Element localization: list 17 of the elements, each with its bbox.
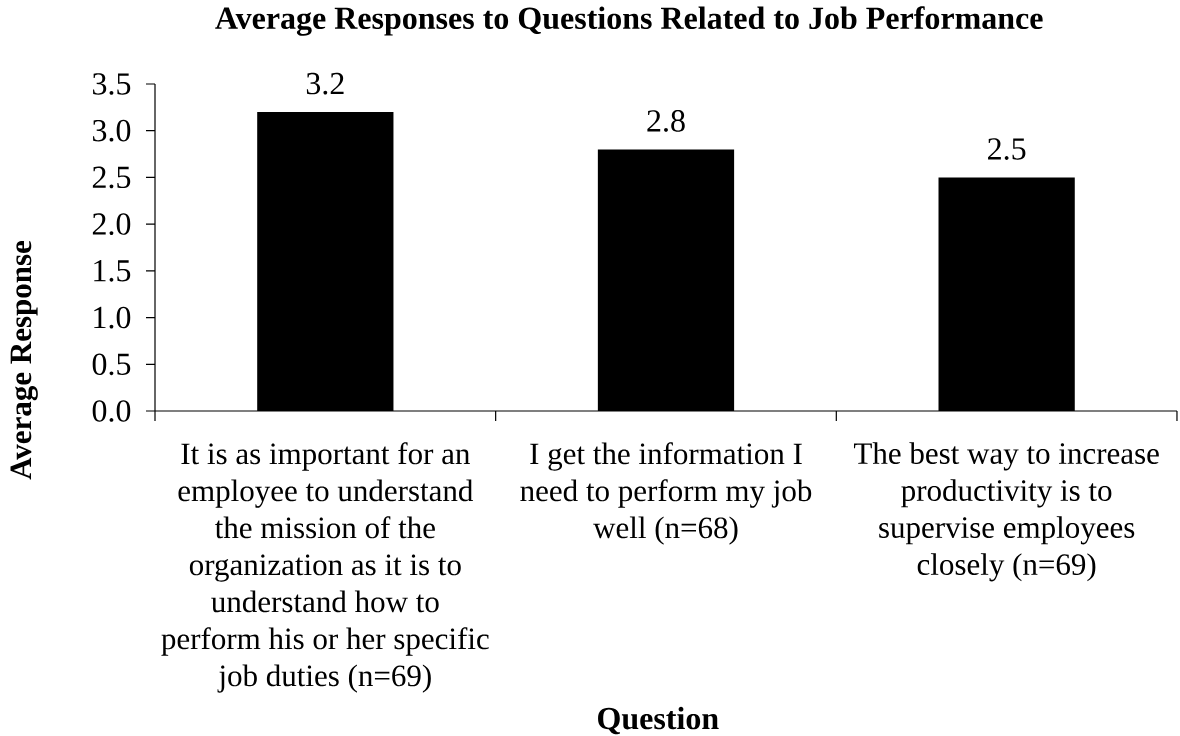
data-label: 2.5	[988, 138, 1026, 160]
y-tick-label: 0.0	[92, 400, 131, 422]
y-tick-label: 0.5	[92, 353, 131, 376]
y-axis-title: Average Response	[10, 241, 38, 480]
x-axis-title: Question	[598, 706, 719, 735]
y-tick-label: 3.5	[93, 73, 131, 95]
data-label: 3.2	[306, 72, 344, 95]
x-tick-label: I get the information I need to perform my job well (n=68)	[520, 442, 812, 545]
x-tick-label: It is as important for an employee to understand the mission of the organization as it is to understand how to perform his or her specific job duties (n=69)	[161, 442, 489, 693]
y-tick-label: 3.0	[93, 119, 131, 142]
y-tick-label: 2.5	[92, 166, 131, 189]
chart-title: Average Responses to Questions Related to Job Performance	[215, 6, 1043, 36]
data-label: 2.8	[647, 110, 685, 132]
y-tick-label: 1.0	[94, 306, 131, 329]
y-tick-label: 2.0	[92, 213, 131, 236]
y-tick-label: 1.5	[94, 260, 131, 282]
x-tick-label: The best way to increase productivity is to supervise employees closely (n=69)	[853, 442, 1159, 582]
